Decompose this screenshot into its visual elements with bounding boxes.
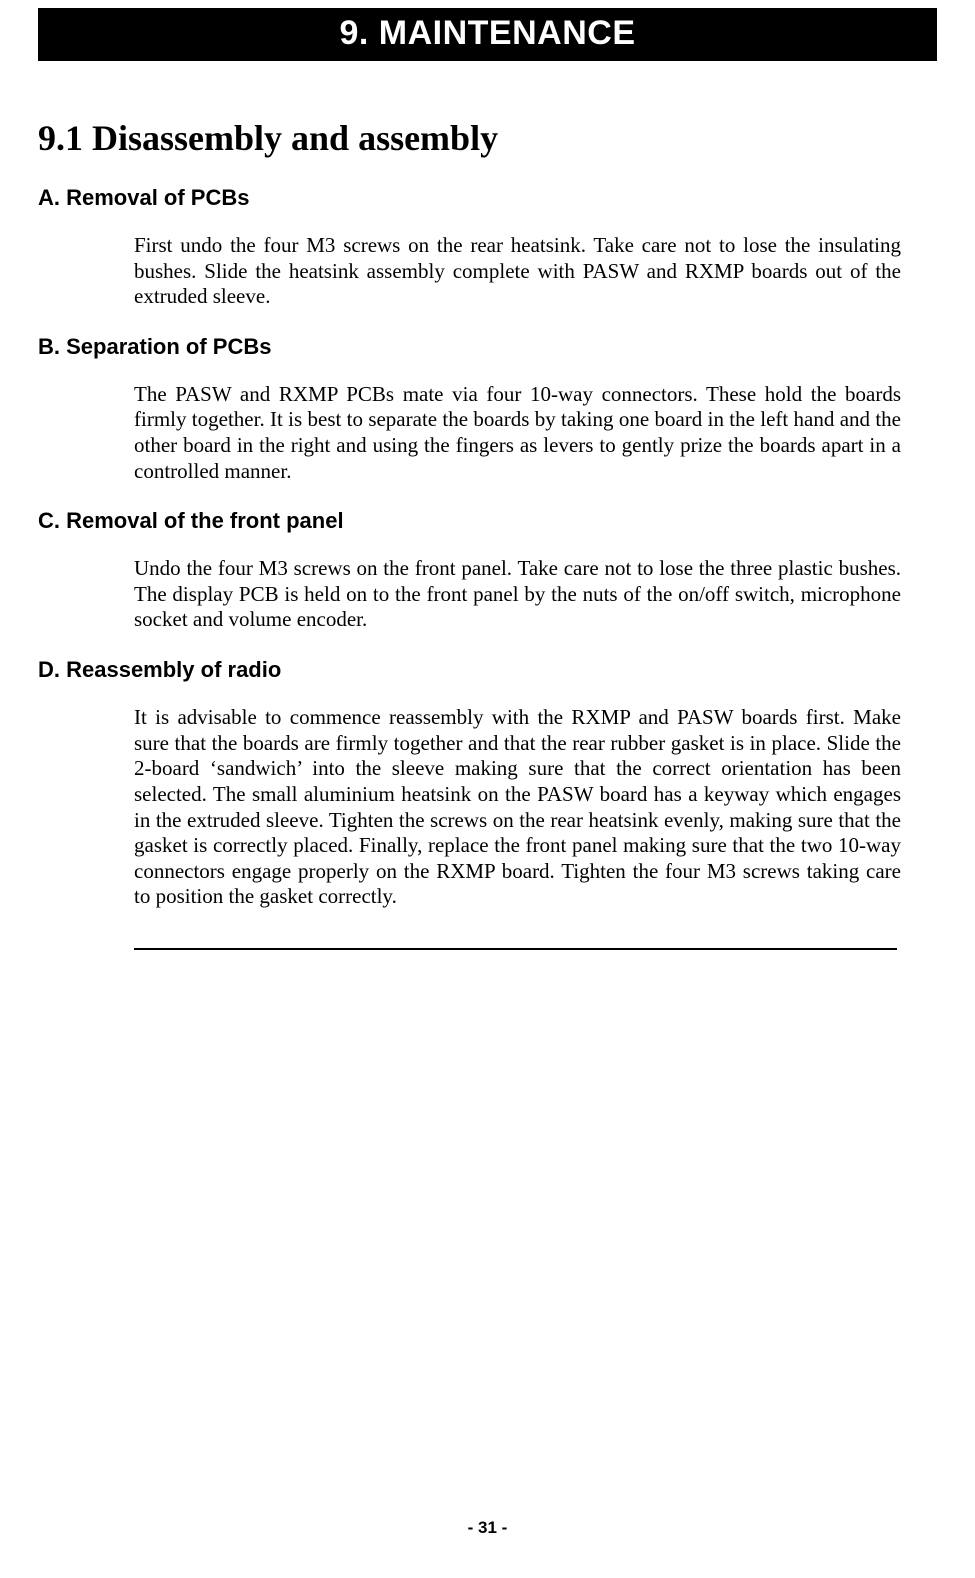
section-title: 9.1 Disassembly and assembly (38, 117, 897, 159)
subsection-d-body: It is advisable to commence reassembly w… (134, 705, 901, 910)
subsection-a-title: A. Removal of PCBs (38, 185, 897, 211)
subsection-b-title: B. Separation of PCBs (38, 334, 897, 360)
page-footer: - 31 - (0, 1518, 975, 1538)
subsection-b-body: The PASW and RXMP PCBs mate via four 10-… (134, 382, 901, 484)
subsection-c-title: C. Removal of the front panel (38, 508, 897, 534)
subsection-a-body: First undo the four M3 screws on the rea… (134, 233, 901, 310)
chapter-banner: 9. MAINTENANCE (38, 8, 937, 61)
section-separator (134, 948, 897, 950)
subsection-c-body: Undo the four M3 screws on the front pan… (134, 556, 901, 633)
subsection-d-title: D. Reassembly of radio (38, 657, 897, 683)
